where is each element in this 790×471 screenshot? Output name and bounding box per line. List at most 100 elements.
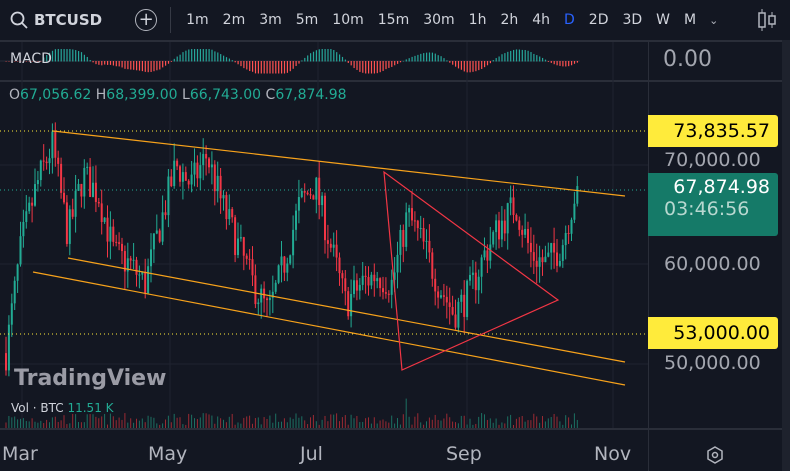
volume-bar: [533, 413, 535, 428]
candle-body: [509, 197, 512, 204]
macd-histogram-bar: [428, 52, 431, 62]
macd-histogram-bar: [25, 61, 27, 62]
volume-bar: [437, 419, 439, 428]
candle-body: [413, 220, 416, 222]
macd-histogram-bar: [443, 58, 445, 62]
macd-histogram-bar: [559, 61, 561, 66]
macd-histogram-bar: [107, 61, 109, 65]
macd-histogram-bar: [379, 61, 381, 73]
candle-body: [390, 279, 393, 295]
symbol-search[interactable]: BTCUSD: [10, 11, 102, 29]
volume-bar: [333, 414, 335, 428]
volume-bar: [411, 424, 413, 428]
compare-add-button[interactable]: +: [135, 9, 158, 31]
timeframe-30m[interactable]: 30m: [423, 12, 455, 28]
volume-bar: [472, 424, 474, 428]
volume-bar: [25, 420, 27, 428]
timeframe-5m[interactable]: 5m: [295, 12, 319, 28]
macd-histogram-bar: [449, 61, 451, 63]
timeframe-list: 1m 2m 3m 5m 10m 15m 30m 1h 2h 4h D 2D 3D W M: [179, 12, 703, 28]
macd-histogram-bar: [170, 61, 172, 62]
timeframe-3m[interactable]: 3m: [259, 12, 282, 28]
volume-bar: [17, 419, 19, 428]
volume-bar: [78, 422, 79, 428]
volume-bar: [443, 418, 445, 428]
candle-body: [309, 194, 312, 196]
macd-histogram-bar: [388, 61, 390, 68]
timeframe-2m[interactable]: 2m: [222, 12, 246, 28]
macd-histogram-bar: [344, 59, 346, 62]
timeframe-D[interactable]: D: [564, 12, 575, 28]
timeframe-3D[interactable]: 3D: [622, 12, 643, 28]
candle-body: [57, 157, 60, 164]
candle-body: [471, 272, 474, 275]
volume-bar: [481, 413, 483, 428]
candle-body: [379, 278, 382, 289]
macd-histogram-bar: [434, 53, 436, 62]
macd-histogram-bar: [5, 61, 7, 62]
candle-body: [283, 256, 286, 273]
volume-bar: [153, 417, 155, 428]
candle-body: [434, 278, 437, 292]
low-value: 66,743.00: [189, 87, 262, 103]
volume-bar: [530, 420, 532, 428]
macd-histogram-bar: [228, 58, 230, 62]
settings-icon[interactable]: [706, 446, 724, 464]
channel-lines: [32, 130, 626, 386]
candle-body: [521, 229, 524, 235]
macd-histogram-bar: [141, 61, 143, 72]
volume-bar: [553, 413, 555, 428]
candle-body: [225, 195, 228, 220]
timeframe-2D[interactable]: 2D: [588, 12, 609, 28]
volume-bar: [353, 418, 355, 428]
volume-bar: [196, 419, 198, 428]
volume-bar: [455, 422, 456, 428]
volume-bar: [559, 421, 561, 428]
macd-histogram-bar: [544, 59, 547, 62]
candles: [5, 122, 579, 377]
timeframe-4h[interactable]: 4h: [532, 12, 550, 28]
alert-tag-low[interactable]: 53,000.00: [648, 317, 778, 349]
candle-body: [350, 293, 353, 317]
timeframe-15m[interactable]: 15m: [377, 12, 410, 28]
timeframe-1h[interactable]: 1h: [468, 12, 487, 28]
macd-histogram-bar: [124, 61, 126, 69]
macd-histogram-bar: [556, 61, 558, 66]
timeframe-M[interactable]: M: [684, 12, 697, 28]
macd-histogram-bar: [391, 61, 393, 67]
volume-bar: [14, 416, 16, 428]
candle-body: [138, 274, 141, 276]
candle-body: [373, 274, 376, 282]
candle-body: [263, 288, 266, 299]
timeframe-W[interactable]: W: [656, 12, 670, 28]
timeframe-10m[interactable]: 10m: [332, 12, 364, 28]
candle-body: [370, 274, 373, 286]
candle-body: [245, 255, 248, 259]
volume-bar: [138, 420, 140, 428]
candle-body: [80, 183, 83, 197]
macd-histogram-bar: [568, 61, 570, 67]
candle-body: [141, 271, 144, 275]
volume-bar: [205, 413, 207, 428]
candles-icon[interactable]: [757, 8, 777, 32]
alert-tag-high[interactable]: 73,835.57: [648, 115, 778, 147]
candle-body: [318, 177, 321, 206]
candle-body: [541, 257, 544, 263]
macd-histogram-bar: [63, 49, 65, 62]
volume-bar: [141, 418, 143, 428]
timeframe-1m[interactable]: 1m: [186, 12, 209, 28]
low-label: L: [182, 87, 190, 103]
timeframe-2h[interactable]: 2h: [500, 12, 519, 28]
open-label: O: [9, 87, 21, 103]
candle-body: [556, 252, 558, 266]
volume-bar: [304, 420, 306, 428]
candle-body: [463, 294, 466, 317]
chevron-down-icon[interactable]: ⌄: [709, 13, 719, 27]
macd-histogram-bar: [527, 50, 529, 62]
volume-bar: [365, 418, 367, 428]
volume-bar: [573, 413, 575, 428]
volume-bar: [72, 413, 74, 428]
price-axis[interactable]: [648, 40, 649, 471]
candle-body: [135, 259, 138, 275]
